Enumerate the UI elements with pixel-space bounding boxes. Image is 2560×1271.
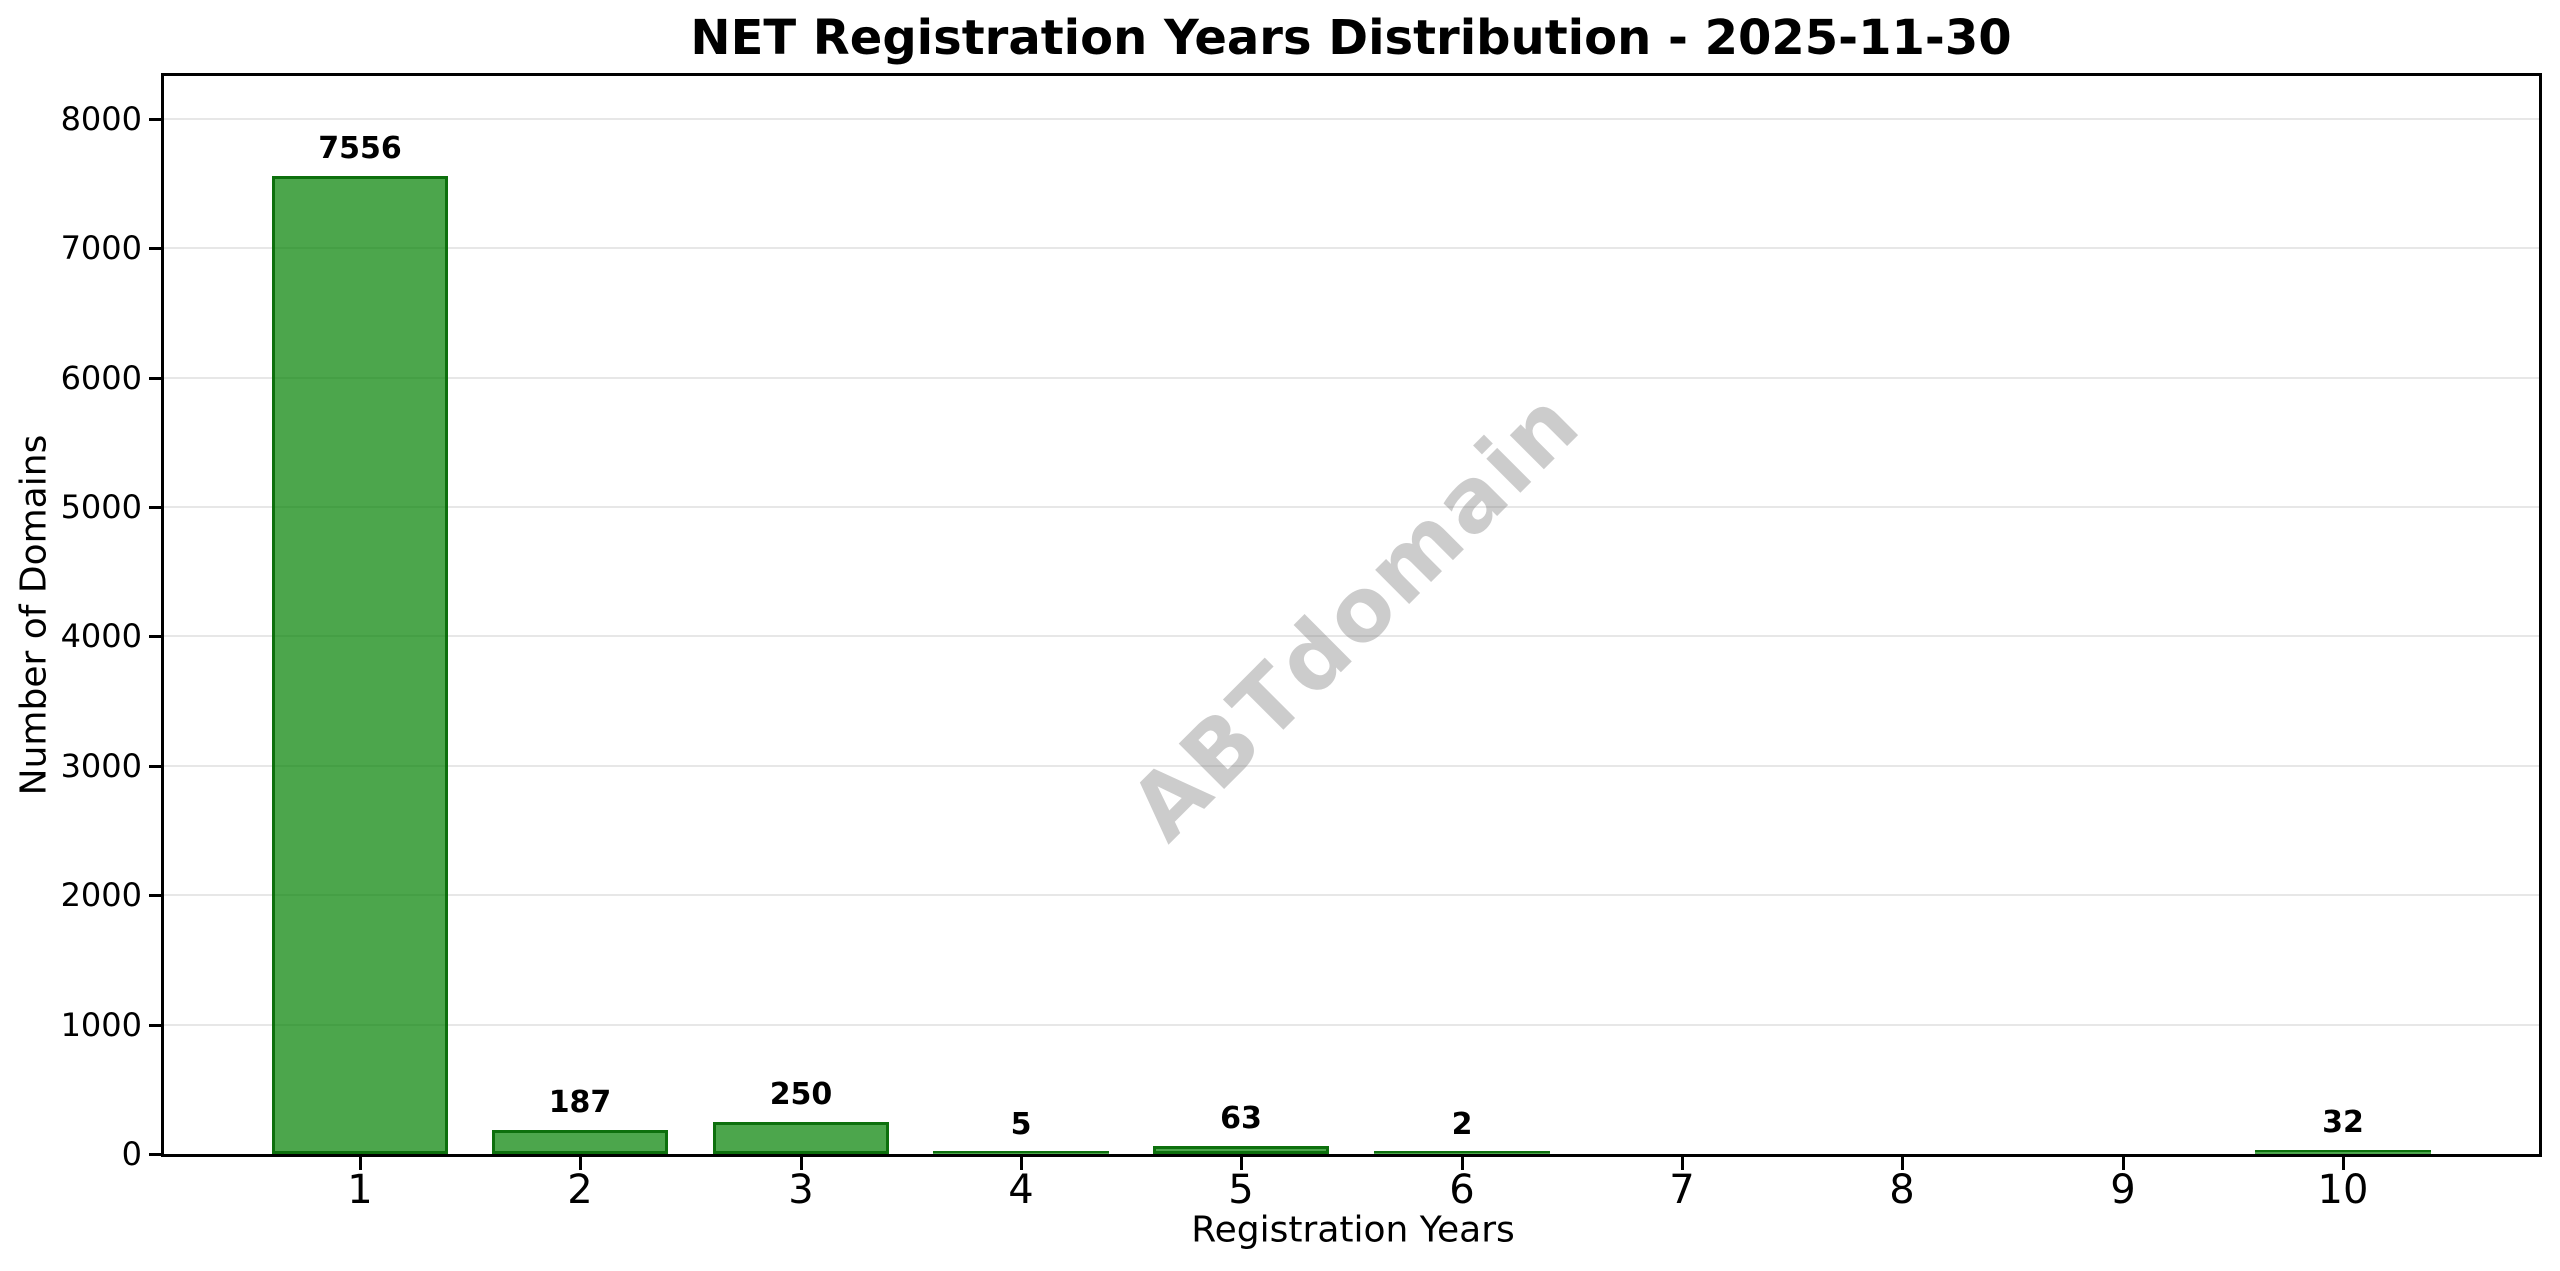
x-tick-label-1: 1 bbox=[347, 1167, 373, 1213]
bar-year-5 bbox=[1153, 1146, 1329, 1154]
y-tick-mark-6000 bbox=[149, 377, 162, 380]
x-tick-label-3: 3 bbox=[788, 1167, 814, 1213]
y-tick-label-1000: 1000 bbox=[60, 1006, 142, 1044]
watermark-text: ABTdomain bbox=[1110, 370, 1600, 860]
gridline-1000 bbox=[164, 1023, 2539, 1026]
gridline-8000 bbox=[164, 117, 2539, 120]
bar-year-3 bbox=[713, 1122, 889, 1154]
y-tick-mark-4000 bbox=[149, 635, 162, 638]
gridline-6000 bbox=[164, 376, 2539, 379]
bar-value-label-10: 32 bbox=[2322, 1105, 2364, 1140]
y-tick-mark-5000 bbox=[149, 506, 162, 509]
x-tick-mark-1 bbox=[359, 1157, 362, 1170]
y-tick-mark-2000 bbox=[149, 894, 162, 897]
bar-value-label-5: 63 bbox=[1220, 1101, 1262, 1136]
y-axis-title: Number of Domains bbox=[13, 434, 55, 796]
y-tick-label-4000: 4000 bbox=[60, 617, 142, 655]
gridline-4000 bbox=[164, 635, 2539, 638]
x-tick-label-6: 6 bbox=[1449, 1167, 1475, 1213]
y-tick-label-8000: 8000 bbox=[60, 100, 142, 138]
y-tick-label-0: 0 bbox=[121, 1135, 142, 1173]
x-tick-mark-8 bbox=[1901, 1157, 1904, 1170]
x-tick-mark-7 bbox=[1681, 1157, 1684, 1170]
x-tick-label-2: 2 bbox=[567, 1167, 593, 1213]
bar-value-label-6: 2 bbox=[1451, 1107, 1473, 1142]
x-tick-mark-10 bbox=[2342, 1157, 2345, 1170]
x-tick-mark-2 bbox=[579, 1157, 582, 1170]
y-tick-label-7000: 7000 bbox=[60, 229, 142, 267]
x-axis-title: Registration Years bbox=[1191, 1209, 1515, 1251]
x-tick-mark-5 bbox=[1240, 1157, 1243, 1170]
gridline-2000 bbox=[164, 894, 2539, 897]
y-tick-mark-1000 bbox=[149, 1024, 162, 1027]
bar-value-label-1: 7556 bbox=[318, 131, 402, 166]
y-tick-mark-8000 bbox=[149, 118, 162, 121]
y-tick-label-5000: 5000 bbox=[60, 488, 142, 526]
bar-year-4 bbox=[933, 1151, 1109, 1154]
bar-value-label-3: 250 bbox=[769, 1077, 833, 1112]
y-tick-label-6000: 6000 bbox=[60, 359, 142, 397]
x-tick-mark-4 bbox=[1020, 1157, 1023, 1170]
x-tick-label-8: 8 bbox=[1889, 1167, 1915, 1213]
gridline-7000 bbox=[164, 247, 2539, 250]
x-tick-mark-3 bbox=[800, 1157, 803, 1170]
x-tick-label-9: 9 bbox=[2110, 1167, 2136, 1213]
chart-title: NET Registration Years Distribution - 20… bbox=[690, 10, 2012, 66]
gridline-3000 bbox=[164, 764, 2539, 767]
x-tick-label-7: 7 bbox=[1669, 1167, 1695, 1213]
y-tick-label-3000: 3000 bbox=[60, 747, 142, 785]
x-tick-mark-6 bbox=[1461, 1157, 1464, 1170]
y-tick-label-2000: 2000 bbox=[60, 876, 142, 914]
bar-year-6 bbox=[1374, 1151, 1550, 1154]
x-tick-label-4: 4 bbox=[1008, 1167, 1034, 1213]
y-tick-mark-7000 bbox=[149, 247, 162, 250]
y-tick-mark-3000 bbox=[149, 765, 162, 768]
plot-area: ABTdomain bbox=[161, 73, 2542, 1157]
bar-year-1 bbox=[272, 176, 448, 1154]
x-tick-label-5: 5 bbox=[1228, 1167, 1254, 1213]
bar-value-label-4: 5 bbox=[1010, 1107, 1032, 1142]
gridline-5000 bbox=[164, 505, 2539, 508]
y-tick-mark-0 bbox=[149, 1153, 162, 1156]
bar-year-2 bbox=[492, 1130, 668, 1154]
bar-year-10 bbox=[2255, 1150, 2431, 1154]
x-tick-label-10: 10 bbox=[2317, 1167, 2369, 1213]
x-tick-mark-9 bbox=[2122, 1157, 2125, 1170]
bar-value-label-2: 187 bbox=[548, 1085, 612, 1120]
